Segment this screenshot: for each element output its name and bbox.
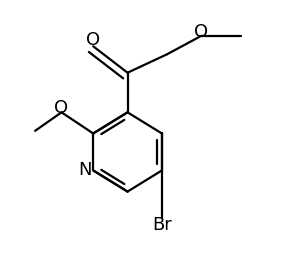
Text: O: O bbox=[54, 99, 69, 117]
Text: N: N bbox=[79, 161, 92, 179]
Text: Br: Br bbox=[152, 215, 172, 234]
Text: O: O bbox=[86, 31, 100, 49]
Text: O: O bbox=[194, 23, 208, 41]
